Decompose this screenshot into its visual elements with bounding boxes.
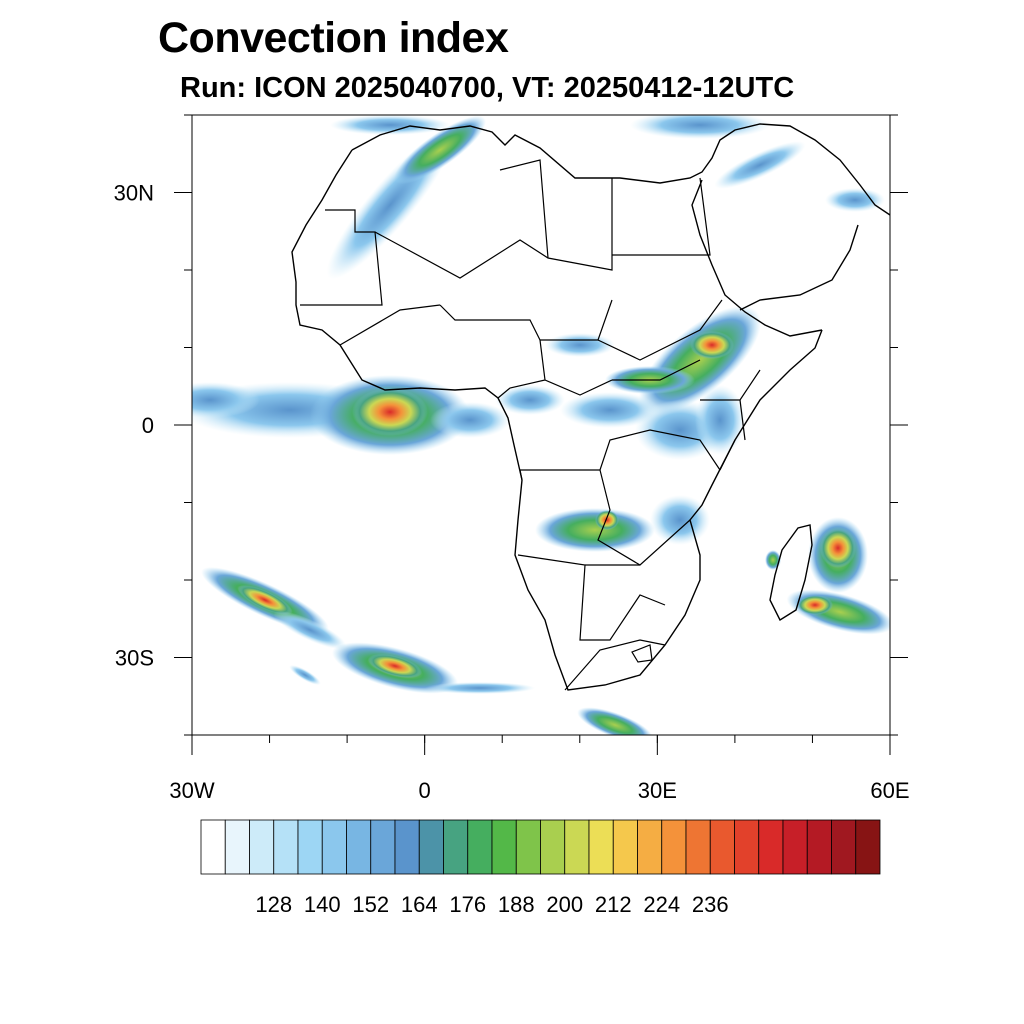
coastline: [291, 123, 890, 691]
colorbar-swatch: [685, 819, 711, 875]
colorbar-swatch: [370, 819, 396, 875]
colorbar-swatch: [709, 819, 735, 875]
lon-tick-label: 60E: [870, 778, 909, 803]
colorbar-swatch: [491, 819, 517, 875]
colorbar-swatch: [540, 819, 566, 875]
colorbar-label: 188: [498, 892, 535, 917]
colorbar-swatch: [200, 819, 226, 875]
axis-ticks: [174, 114, 908, 755]
colorbar-swatch: [806, 819, 832, 875]
colorbar-label: 224: [643, 892, 680, 917]
colorbar-swatch: [612, 819, 638, 875]
colorbar-swatch: [418, 819, 444, 875]
colorbar-swatch: [224, 819, 250, 875]
colorbar-swatch: [443, 819, 469, 875]
colorbar-label: 200: [546, 892, 583, 917]
colorbar-swatch: [515, 819, 541, 875]
colorbar-swatch: [321, 819, 347, 875]
convection-field: [192, 115, 890, 735]
colorbar-label: 140: [304, 892, 341, 917]
colorbar-swatch: [467, 819, 493, 875]
colorbar-label: 236: [692, 892, 729, 917]
colorbar-swatch: [855, 819, 881, 875]
colorbar-swatch: [249, 819, 275, 875]
colorbar-label: 176: [449, 892, 486, 917]
colorbar-label: 152: [352, 892, 389, 917]
lat-tick-label: 0: [142, 413, 154, 438]
colorbar-label: 128: [255, 892, 292, 917]
colorbar-swatch: [588, 819, 614, 875]
chart-subtitle: Run: ICON 2025040700, VT: 20250412-12UTC: [180, 72, 795, 104]
country-borders: [300, 159, 761, 691]
colorbar-swatch: [346, 819, 372, 875]
colorbar-swatch: [637, 819, 663, 875]
chart-title: Convection index: [158, 14, 509, 62]
axis-tick-labels: 30N 0 30S 30W 0 30E 60E: [114, 181, 910, 804]
colorbar-swatch: [782, 819, 808, 875]
colorbar-swatch: [394, 819, 420, 875]
colorbar: 128 140 152 164 176 188 200 212 224 236: [200, 819, 881, 917]
colorbar-swatch: [273, 819, 299, 875]
lon-tick-label: 0: [419, 778, 431, 803]
lon-tick-label: 30W: [169, 778, 214, 803]
colorbar-swatch: [297, 819, 323, 875]
lat-tick-label: 30S: [115, 646, 154, 671]
colorbar-swatch: [734, 819, 760, 875]
colorbar-swatch: [758, 819, 784, 875]
lon-tick-label: 30E: [638, 778, 677, 803]
colorbar-swatch: [564, 819, 590, 875]
lat-tick-label: 30N: [114, 181, 154, 206]
colorbar-swatch: [661, 819, 687, 875]
colorbar-label: 212: [595, 892, 632, 917]
colorbar-swatch: [831, 819, 857, 875]
colorbar-label: 164: [401, 892, 438, 917]
